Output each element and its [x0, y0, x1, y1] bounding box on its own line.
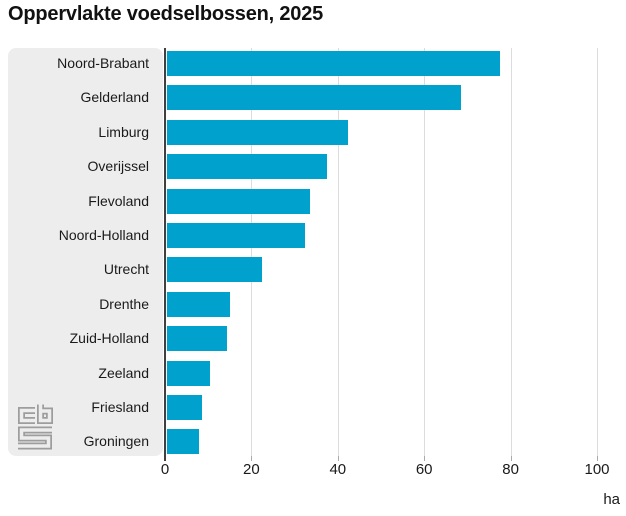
category-label-flevoland: Flevoland: [88, 192, 149, 209]
bar-zuid-holland[interactable]: [167, 326, 228, 352]
gridline-60: [424, 48, 426, 456]
bar-groningen[interactable]: [167, 429, 200, 455]
x-tick-label-100: 100: [584, 461, 610, 478]
category-label-panel: Noord-Brabant Gelderland Limburg Overijssel…: [8, 48, 163, 456]
x-tick-label-60: 60: [415, 461, 433, 478]
bar-utrecht[interactable]: [167, 257, 263, 283]
category-label-noord-brabant: Noord-Brabant: [57, 55, 149, 71]
axis-tick-80: [510, 456, 512, 461]
chart-title: Oppervlakte voedselbossen, 2025: [8, 3, 324, 25]
bar-drenthe[interactable]: [167, 291, 230, 317]
category-label-drenthe: Drenthe: [99, 295, 149, 312]
axis-tick-20: [251, 456, 253, 461]
category-label-utrecht: Utrecht: [103, 261, 149, 278]
gridline-20: [251, 48, 253, 456]
y-axis-line: [164, 48, 166, 461]
bar-gelderland[interactable]: [167, 85, 461, 111]
x-tick-label-40: 40: [329, 461, 347, 478]
gridline-80: [510, 48, 512, 456]
category-label-groningen: Groningen: [83, 433, 149, 450]
category-label-zuid-holland: Zuid-Holland: [69, 330, 149, 347]
bar-friesland[interactable]: [167, 395, 202, 420]
axis-tick-40: [337, 456, 339, 461]
x-tick-label-0: 0: [160, 461, 170, 478]
category-label-friesland: Friesland: [91, 399, 149, 415]
x-tick-label-20: 20: [243, 461, 260, 478]
bar-noord-brabant[interactable]: [167, 51, 500, 76]
category-label-limburg: Limburg: [98, 123, 149, 140]
bar-zeeland[interactable]: [167, 360, 211, 386]
plot-area: 0 20 40 60 80 100: [161, 48, 620, 478]
category-label-overijssel: Overijssel: [87, 158, 149, 175]
bar-limburg[interactable]: [167, 119, 349, 145]
category-label-zeeland: Zeeland: [98, 364, 149, 381]
bar-flevoland[interactable]: [167, 188, 310, 214]
category-label-gelderland: Gelderland: [80, 89, 150, 106]
axis-tick-100: [597, 456, 598, 461]
bar-noord-holland[interactable]: [167, 223, 306, 248]
gridline-40: [337, 48, 339, 456]
x-tick-label-80: 80: [502, 461, 519, 478]
unit-label: ha: [603, 491, 620, 508]
gridline-100: [597, 48, 598, 456]
axis-tick-60: [424, 456, 426, 461]
category-label-noord-holland: Noord-Holland: [58, 227, 149, 243]
cbs-logo: [18, 404, 53, 450]
bar-overijssel[interactable]: [167, 154, 327, 180]
